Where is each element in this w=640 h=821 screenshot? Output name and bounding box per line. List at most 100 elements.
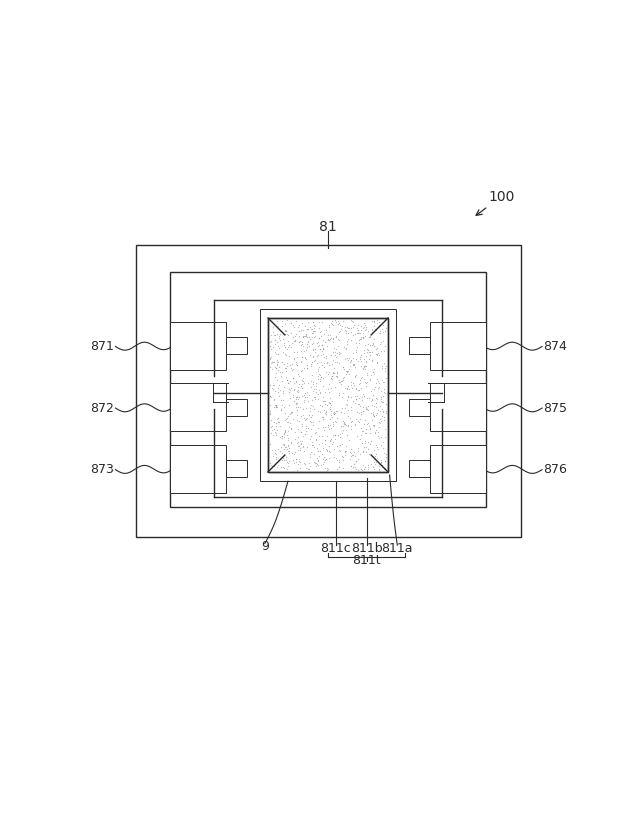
Point (293, 325, 303, 338)
Point (332, 355, 342, 369)
Point (337, 319, 347, 333)
Point (305, 380, 316, 393)
Point (265, 351, 275, 365)
Point (332, 452, 342, 465)
Point (377, 395, 387, 408)
Point (334, 316, 344, 329)
Point (291, 452, 301, 466)
Point (337, 449, 347, 462)
Point (321, 350, 331, 363)
Point (364, 391, 374, 404)
Point (365, 438, 375, 451)
Point (282, 456, 292, 469)
Point (289, 456, 299, 470)
Point (356, 382, 367, 395)
Point (305, 459, 315, 472)
Point (340, 445, 351, 458)
Point (316, 330, 326, 343)
Text: 811t: 811t (352, 554, 381, 567)
Point (307, 349, 317, 362)
Point (348, 359, 358, 372)
Point (324, 397, 335, 410)
Point (279, 454, 289, 467)
Point (273, 354, 283, 367)
Point (277, 398, 287, 411)
Point (310, 342, 320, 355)
Point (281, 371, 291, 384)
Point (268, 443, 278, 456)
Point (367, 392, 377, 406)
Point (378, 442, 388, 455)
Point (351, 462, 362, 475)
Point (343, 403, 353, 416)
Point (317, 410, 327, 424)
Point (358, 458, 368, 471)
Point (270, 345, 280, 358)
Point (367, 346, 377, 359)
Point (292, 384, 303, 397)
Point (291, 374, 301, 388)
Point (369, 410, 379, 423)
Point (323, 420, 333, 433)
Point (306, 357, 316, 370)
Point (284, 350, 294, 363)
Point (298, 402, 308, 415)
Point (292, 380, 303, 393)
Bar (260, 309, 396, 481)
Point (303, 409, 314, 422)
Point (270, 457, 280, 470)
Point (325, 433, 335, 447)
Point (319, 328, 329, 341)
Point (376, 327, 386, 340)
Point (369, 456, 379, 469)
Point (292, 408, 303, 421)
Point (292, 444, 303, 457)
Point (311, 433, 321, 446)
Point (353, 414, 363, 427)
Point (305, 447, 315, 461)
Point (288, 371, 298, 384)
Point (280, 323, 291, 336)
Point (326, 348, 336, 361)
Point (276, 325, 287, 338)
Point (361, 400, 371, 413)
Point (343, 390, 353, 403)
Point (361, 323, 371, 336)
Point (353, 453, 364, 466)
Point (278, 387, 288, 400)
Point (356, 333, 367, 346)
Point (355, 351, 365, 364)
Text: 873: 873 (90, 463, 114, 476)
Point (362, 416, 372, 429)
Point (332, 453, 342, 466)
Point (307, 409, 317, 422)
Point (324, 319, 335, 332)
Point (319, 438, 330, 451)
Point (268, 340, 278, 353)
Point (360, 349, 371, 362)
Point (284, 444, 294, 457)
Point (318, 342, 328, 355)
Point (271, 419, 282, 432)
Point (307, 435, 317, 448)
Point (273, 411, 283, 424)
Point (353, 442, 364, 455)
Point (269, 392, 279, 406)
Point (308, 400, 318, 413)
Point (328, 319, 339, 332)
Point (323, 396, 333, 409)
Point (380, 406, 390, 420)
Point (367, 365, 378, 378)
Point (312, 356, 323, 369)
Bar (268, 318, 388, 472)
Point (321, 351, 332, 365)
Point (279, 381, 289, 394)
Point (369, 399, 379, 412)
Point (358, 405, 369, 418)
Point (358, 444, 368, 457)
Point (275, 365, 285, 378)
Point (375, 324, 385, 337)
Point (301, 344, 312, 357)
Point (283, 341, 293, 354)
Point (377, 458, 387, 471)
